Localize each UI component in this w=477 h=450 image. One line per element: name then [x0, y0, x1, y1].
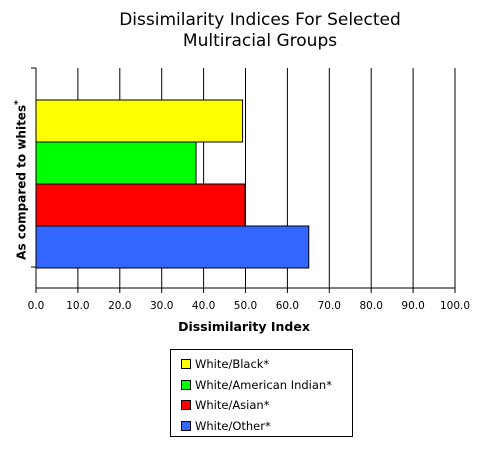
legend-item: White/Asian*	[181, 395, 352, 416]
legend-item: White/Other*	[181, 416, 352, 437]
x-tick-label: 100.0	[440, 300, 470, 312]
x-tick-label: 40.0	[192, 300, 215, 312]
bar	[35, 99, 244, 143]
x-axis-label: Dissimilarity Index	[178, 319, 310, 334]
legend-label: White/Black*	[195, 357, 270, 372]
x-tick-label: 20.0	[108, 300, 131, 312]
legend-label: White/Asian*	[195, 398, 270, 413]
x-tick-label: 60.0	[276, 300, 299, 312]
x-tick-label: 50.0	[234, 300, 257, 312]
legend-item: White/American Indian*	[181, 375, 352, 396]
x-tick-label: 90.0	[401, 300, 424, 312]
legend-swatch	[181, 379, 191, 390]
bar	[35, 141, 197, 185]
chart-title-line-1: Dissimilarity Indices For Selected	[119, 10, 401, 30]
legend-swatch	[181, 420, 191, 431]
legend-label: White/American Indian*	[195, 377, 332, 392]
x-tick-label: 10.0	[66, 300, 89, 312]
x-tick-label: 30.0	[150, 300, 173, 312]
bar	[35, 225, 310, 269]
x-tick-label: 80.0	[360, 300, 383, 312]
x-tick-label: 0.0	[28, 300, 45, 312]
chart-plot: 0.0 10.0 20.0 30.0 40.0 50.0 60.0 70.0 80.0 90.0 1…	[28, 67, 470, 334]
chart-title-line-2: Multiracial Groups	[182, 31, 338, 51]
legend-label: White/Other*	[195, 418, 271, 433]
legend-swatch	[181, 359, 191, 370]
legend-swatch	[181, 400, 191, 411]
x-tick-label: 70.0	[318, 300, 341, 312]
bar	[35, 183, 246, 227]
legend-item: White/Black*	[181, 354, 352, 375]
legend: White/Black* White/American Indian* White/…	[170, 349, 353, 437]
chart-title: Dissimilarity Indices For Selected Multi…	[60, 10, 460, 52]
